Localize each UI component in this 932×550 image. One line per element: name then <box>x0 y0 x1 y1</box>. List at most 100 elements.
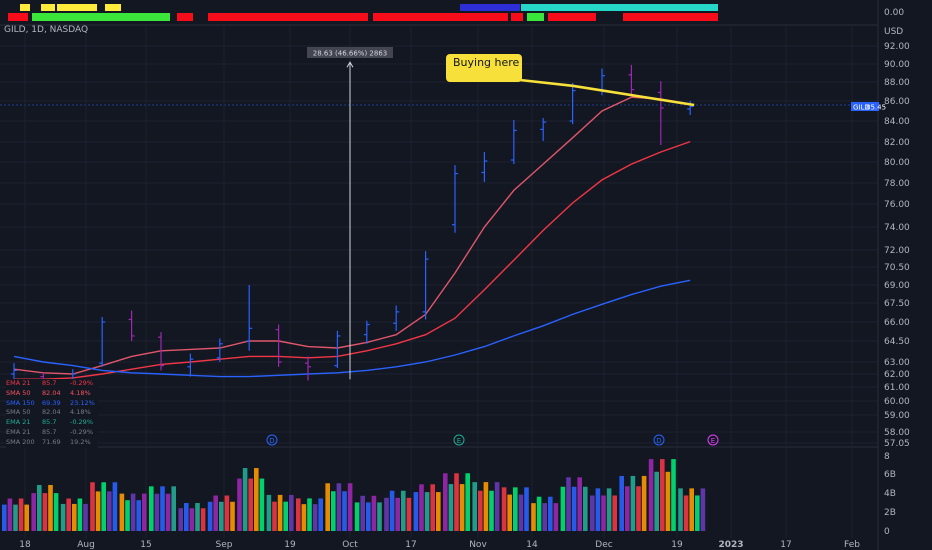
event-marker <box>707 434 719 446</box>
volume-bar <box>277 494 283 531</box>
price-tick-label: 62.00 <box>884 370 910 380</box>
price-tick-label: 92.00 <box>884 42 910 52</box>
price-tick-label: 82.00 <box>884 138 910 148</box>
volume-bar <box>18 498 24 531</box>
volume-bar <box>130 493 136 531</box>
volume-bar <box>37 484 42 531</box>
overlay-sma-50 <box>14 140 691 380</box>
legend-cell: EMA 21 <box>6 418 31 427</box>
volume-bar <box>601 495 606 531</box>
volume-bar <box>454 473 459 531</box>
price-tick-label: 90.00 <box>884 60 910 70</box>
volume-bar <box>178 508 183 531</box>
volume-bar <box>448 484 454 531</box>
symbol-header: GILD, 1D, NASDAQ <box>4 25 89 35</box>
volume-bar <box>237 478 242 531</box>
indicator-strips <box>0 4 718 21</box>
price-axis-unit: USD <box>884 27 903 37</box>
volume-bar <box>331 491 336 531</box>
legend-row: EMA 21 85.7 -0.29% <box>6 379 98 389</box>
legend-cell: 4.18% <box>70 408 91 417</box>
legend-cell: EMA 21 <box>6 427 31 436</box>
legend-cell: -0.29% <box>70 427 93 436</box>
time-tick-label: Dec <box>595 540 612 550</box>
legend-cell: 85.7 <box>42 427 57 436</box>
volume-bar <box>42 493 48 531</box>
volume-bar <box>301 504 307 531</box>
time-axis: 18 Aug 15 Sep 19 Oct 17 Nov 14 Dec 19 2023 17 Feb <box>19 540 860 550</box>
legend-cell: SMA 50 <box>6 388 31 397</box>
price-tick-label: 59.00 <box>884 411 910 421</box>
legend-row: EMA 21 85.7 -0.29% <box>6 418 98 428</box>
price-tick-label: 76.00 <box>884 200 910 210</box>
volume-bar <box>224 495 230 531</box>
chart-grid <box>0 0 879 550</box>
moving-averages <box>13 96 691 380</box>
price-tick-label: 63.00 <box>884 358 910 368</box>
strip-blue <box>460 4 520 11</box>
volume-bar <box>424 492 430 531</box>
volume-tick-label: 0 <box>884 527 890 537</box>
strip-red-1 <box>8 13 28 21</box>
volume-bar <box>83 503 88 531</box>
volume-bar <box>406 497 412 531</box>
volume-bar <box>200 508 206 531</box>
buying-here-callout[interactable]: Buying here <box>446 54 522 82</box>
time-tick-label: Aug <box>77 540 95 550</box>
volume-bar <box>443 473 448 531</box>
price-tick-label: 67.50 <box>884 299 910 309</box>
volume-bar <box>413 492 419 531</box>
volume-bar <box>213 495 218 531</box>
legend-cell: 19.2% <box>70 437 91 446</box>
volume-bar <box>419 484 424 531</box>
trend-line-segment <box>572 84 695 107</box>
strip-green-2 <box>527 13 544 21</box>
price-tick-label: 66.00 <box>884 318 910 328</box>
event-marker-label: D <box>656 437 661 445</box>
volume-bar <box>513 487 518 531</box>
event-marker <box>653 434 665 446</box>
volume-bar <box>60 503 66 531</box>
measure-arrow <box>346 61 354 68</box>
volume-bar <box>7 498 13 531</box>
volume-bar <box>536 496 542 531</box>
volume-bar <box>207 501 213 531</box>
volume-bar <box>366 502 371 531</box>
volume-bar <box>483 482 489 531</box>
price-tick-label: 60.00 <box>884 397 910 407</box>
volume-bar <box>654 471 659 531</box>
price-tick-label: 64.50 <box>884 337 910 347</box>
volume-bar <box>625 486 630 531</box>
volume-tick-label: 4B <box>884 489 896 499</box>
legend-cell: SMA 50 <box>6 408 31 417</box>
volume-tick-label: 8 <box>884 452 890 462</box>
volume-bar <box>296 498 301 531</box>
overlay-sma-150 <box>13 279 691 378</box>
volume-bar <box>101 482 106 531</box>
volume-bar <box>189 508 195 531</box>
volume-bar <box>384 497 389 531</box>
event-marker-label: E <box>457 437 461 445</box>
price-bars <box>11 64 694 393</box>
volume-bar <box>342 491 347 531</box>
volume-bar <box>66 498 71 531</box>
last-price-tag-price: 85.45 <box>866 104 886 112</box>
legend-cell: 85.7 <box>42 379 57 387</box>
price-tick-label: 86.00 <box>884 97 910 107</box>
volume-bar <box>494 482 500 531</box>
volume-bar <box>489 490 494 531</box>
volume-bar <box>389 490 395 531</box>
volume-bar <box>48 484 53 531</box>
strip-yellow-4 <box>105 4 121 11</box>
volume-bar <box>401 490 406 531</box>
legend-cell: 23.12% <box>70 398 95 407</box>
time-tick-label: 15 <box>140 540 151 550</box>
volume-bar <box>125 500 130 531</box>
event-marker-label: D <box>269 437 274 445</box>
measure-label: 28.63 (46.66%) 2863 <box>313 50 387 58</box>
callout-pointer <box>519 78 573 88</box>
volume-axis: 8 6B 4B 2B 0 <box>884 452 896 537</box>
strip-red-4 <box>373 13 508 21</box>
